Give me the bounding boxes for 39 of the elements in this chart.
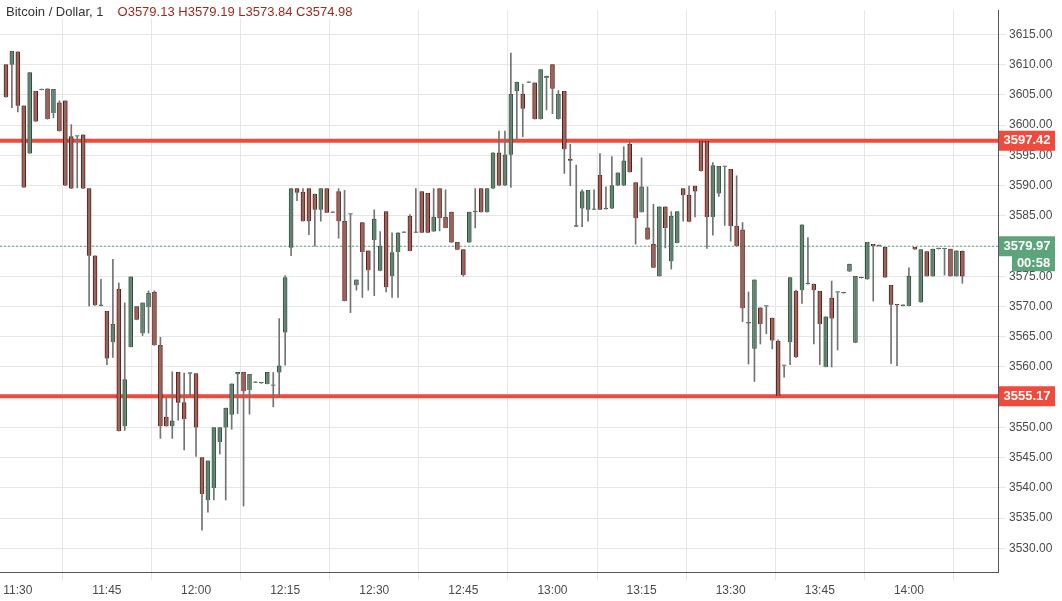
- y-tick-label: 3575.00: [1009, 268, 1053, 283]
- x-tick-label: 12:45: [448, 583, 479, 598]
- y-tick-label: 3615.00: [1009, 26, 1053, 41]
- y-tick-label: 3585.00: [1009, 208, 1053, 223]
- candlestick: [859, 276, 864, 279]
- candlestick: [936, 247, 941, 250]
- y-tick-label: 3600.00: [1009, 117, 1053, 132]
- x-tick-label: 12:30: [359, 583, 390, 598]
- y-tick-label: 3590.00: [1009, 177, 1053, 192]
- ref-line-label: 3597.42: [1003, 132, 1051, 148]
- y-tick-label: 3550.00: [1009, 419, 1053, 434]
- chart-subtitle: O3579.13 H3579.19 L3573.84 C3574.98: [117, 4, 353, 19]
- y-tick-label: 3610.00: [1009, 56, 1053, 71]
- candlestick: [259, 381, 264, 384]
- chart-title: Bitcoin / Dollar, 1: [6, 4, 104, 19]
- y-tick-label: 3545.00: [1009, 450, 1053, 465]
- ref-line-label: 3555.17: [1003, 387, 1051, 403]
- x-tick-label: 12:15: [270, 583, 301, 598]
- text: 00:58: [1016, 254, 1051, 270]
- ref-line-label: 3579.97: [1003, 237, 1051, 253]
- candlestick: [39, 88, 44, 91]
- x-tick-label: 11:30: [3, 583, 33, 598]
- y-tick-label: 3565.00: [1009, 329, 1053, 344]
- y-tick-label: 3535.00: [1009, 510, 1053, 525]
- candlestick: [942, 247, 947, 276]
- y-tick-label: 3570.00: [1009, 298, 1053, 313]
- x-tick-label: 13:15: [626, 583, 657, 598]
- y-tick-label: 3540.00: [1009, 480, 1053, 495]
- y-tick-label: 3605.00: [1009, 87, 1053, 102]
- x-tick-label: 14:00: [893, 583, 925, 598]
- candlestick: [841, 291, 846, 294]
- y-tick-label: 3560.00: [1009, 359, 1053, 374]
- y-tick-label: 3595.00: [1009, 147, 1053, 162]
- y-tick-label: 3530.00: [1009, 540, 1053, 555]
- x-tick-label: 13:45: [804, 583, 836, 598]
- x-tick-label: 12:00: [181, 583, 212, 598]
- x-tick-label: 13:30: [715, 583, 747, 598]
- x-tick-label: 13:00: [537, 583, 568, 598]
- x-tick-label: 11:45: [92, 583, 122, 598]
